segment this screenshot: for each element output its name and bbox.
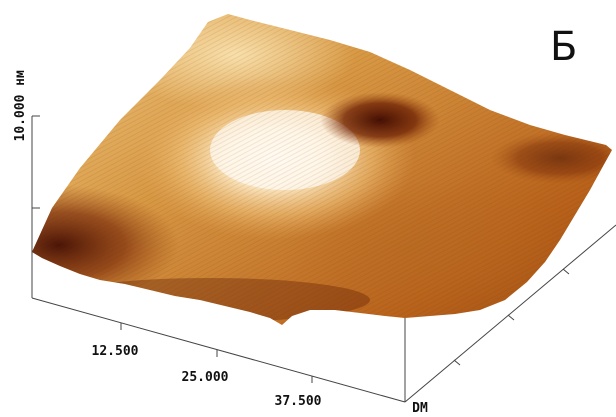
x-axis-line: [31, 297, 406, 403]
y-tick-3: [562, 268, 570, 275]
z-axis-unit: нм: [13, 70, 28, 86]
x-axis-unit: DM: [412, 401, 428, 416]
y-tick-2: [507, 314, 515, 321]
y-tick-1: [453, 359, 461, 366]
y-axis-line: [404, 224, 616, 403]
z-axis-tick-label: 10.000: [13, 94, 28, 141]
axes-box: [31, 115, 616, 403]
x-tick-label-1: 12.500: [92, 344, 139, 359]
x-tick-label-3: 37.500: [275, 394, 322, 409]
panel-label: Б: [550, 24, 577, 70]
x-tick-label-2: 25.000: [182, 370, 229, 385]
